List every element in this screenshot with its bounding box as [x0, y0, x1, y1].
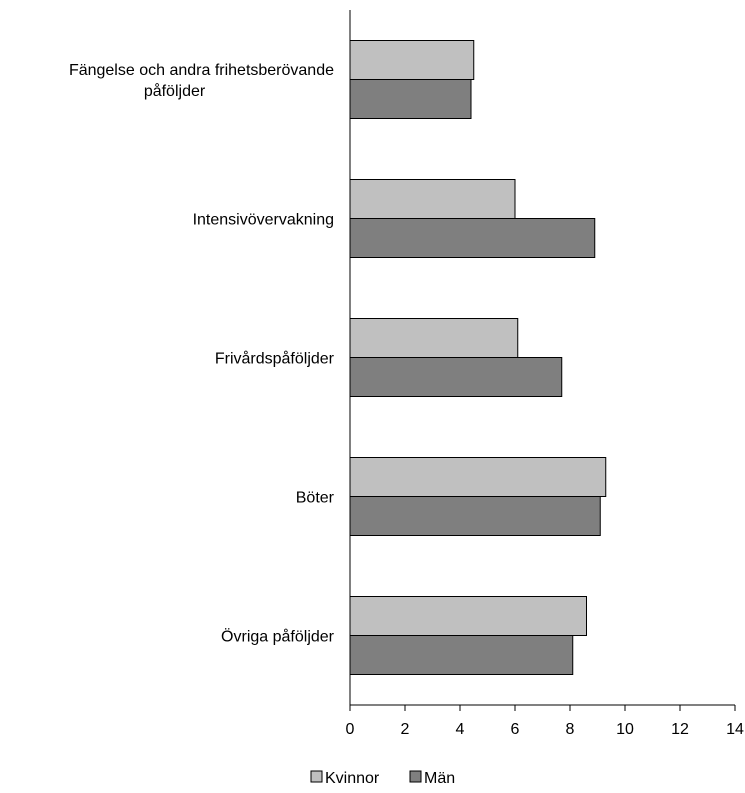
- legend-swatch-kvinnor: [310, 770, 323, 783]
- bar-män-3: [349, 496, 601, 536]
- x-tick-label-1: 2: [401, 721, 410, 738]
- category-label-0-1: påföljder: [144, 82, 206, 100]
- category-label-3-0: Böter: [296, 490, 335, 507]
- x-tick-label-3: 6: [511, 721, 520, 738]
- bar-kvinnor-4: [349, 596, 587, 636]
- x-tick-label-7: 14: [726, 721, 744, 738]
- x-tick-label-2: 4: [456, 721, 465, 738]
- category-label-0-0: Fängelse och andra frihetsberövande: [69, 62, 334, 79]
- legend-swatch-män: [409, 770, 422, 783]
- x-tick-label-5: 10: [616, 721, 634, 738]
- bar-kvinnor-0: [349, 40, 475, 80]
- x-axis-ticks: 0 2 4 6 8 10 12 14: [346, 705, 744, 738]
- category-labels: Fängelse och andra frihetsberövande påföl…: [69, 62, 335, 646]
- bar-kvinnor-2: [349, 318, 519, 358]
- category-label-2-0: Frivårdspåföljder: [215, 350, 335, 368]
- bar-män-2: [349, 357, 563, 397]
- bar-kvinnor-3: [349, 457, 607, 497]
- bar-män-4: [349, 635, 574, 675]
- x-tick-label-6: 12: [671, 721, 689, 738]
- bar-män-1: [349, 218, 596, 258]
- category-label-4-0: Övriga påföljder: [221, 628, 335, 646]
- bar-kvinnor-1: [349, 179, 516, 219]
- x-tick-label-4: 8: [566, 721, 575, 738]
- bars-group: [349, 40, 607, 675]
- legend: Kvinnor Män: [310, 770, 455, 787]
- legend-label-kvinnor: Kvinnor: [325, 770, 380, 787]
- legend-label-män: Män: [424, 770, 455, 787]
- category-label-1-0: Intensivövervakning: [193, 212, 334, 229]
- bar-män-0: [349, 79, 472, 119]
- x-tick-label-0: 0: [346, 721, 355, 738]
